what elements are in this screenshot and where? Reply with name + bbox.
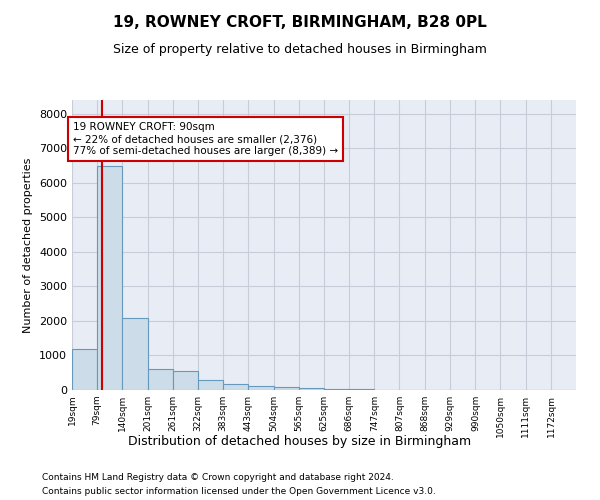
Text: Distribution of detached houses by size in Birmingham: Distribution of detached houses by size …: [128, 435, 472, 448]
Text: Size of property relative to detached houses in Birmingham: Size of property relative to detached ho…: [113, 42, 487, 56]
Bar: [299, 388, 324, 390]
Bar: [324, 389, 349, 390]
Bar: [274, 387, 299, 390]
Bar: [173, 371, 198, 390]
Bar: [248, 386, 274, 390]
Text: Contains public sector information licensed under the Open Government Licence v3: Contains public sector information licen…: [42, 488, 436, 496]
Text: 19 ROWNEY CROFT: 90sqm
← 22% of detached houses are smaller (2,376)
77% of semi-: 19 ROWNEY CROFT: 90sqm ← 22% of detached…: [73, 122, 338, 156]
Bar: [72, 348, 97, 390]
Y-axis label: Number of detached properties: Number of detached properties: [23, 158, 34, 332]
Bar: [223, 384, 248, 390]
Text: Contains HM Land Registry data © Crown copyright and database right 2024.: Contains HM Land Registry data © Crown c…: [42, 472, 394, 482]
Text: 19, ROWNEY CROFT, BIRMINGHAM, B28 0PL: 19, ROWNEY CROFT, BIRMINGHAM, B28 0PL: [113, 15, 487, 30]
Bar: [198, 380, 223, 390]
Bar: [148, 370, 173, 390]
Bar: [122, 318, 148, 390]
Bar: [97, 166, 122, 390]
